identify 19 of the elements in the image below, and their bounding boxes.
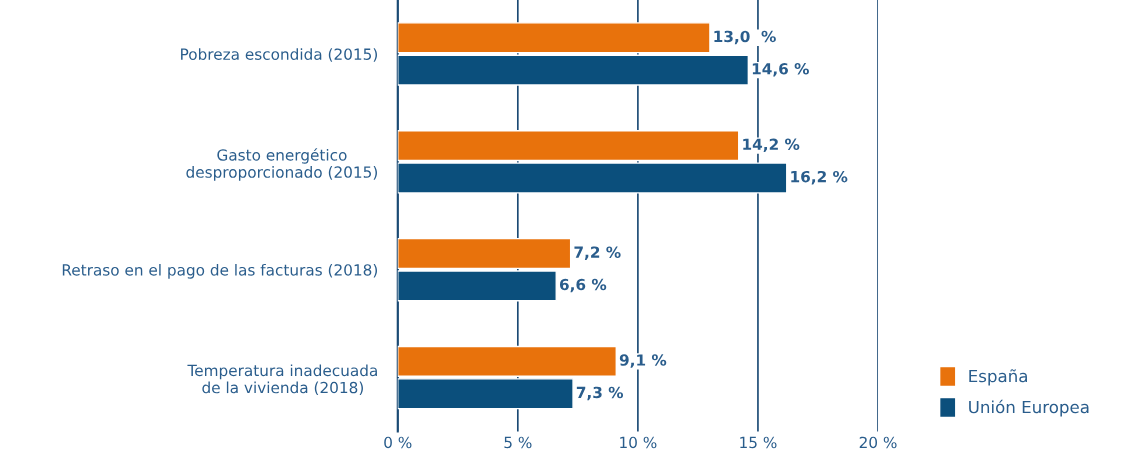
x-tick-label: 5 %	[504, 436, 532, 449]
data-label: 6,6 %	[559, 278, 607, 293]
y-tick-label: Gasto energético desproporcionado (2015)	[186, 148, 377, 181]
data-label: 7,2 %	[574, 246, 621, 260]
y-tick-label: Retraso en el pago de las facturas (2018)	[62, 263, 377, 279]
x-tick-label: 20 %	[859, 436, 897, 449]
x-tick-label: 10 %	[620, 436, 657, 449]
data-label: 14,6 %	[752, 63, 809, 77]
y-tick-label: Pobreza escondida (2015)	[181, 48, 377, 62]
data-label: 16,2 %	[791, 170, 848, 185]
data-label: 13,0 %	[714, 30, 776, 45]
data-label: 7,3 %	[576, 386, 624, 401]
y-tick-label: Temperatura inadecuada de la vivienda (2018)	[187, 364, 377, 396]
legend-label: España	[969, 369, 1027, 386]
x-tick-label: 0 %	[384, 436, 412, 449]
data-label: 9,1 %	[619, 354, 667, 368]
x-tick-label: 15 %	[740, 436, 777, 449]
legend-label: Unión Europea	[969, 399, 1089, 417]
data-label: 14,2 %	[743, 138, 800, 153]
